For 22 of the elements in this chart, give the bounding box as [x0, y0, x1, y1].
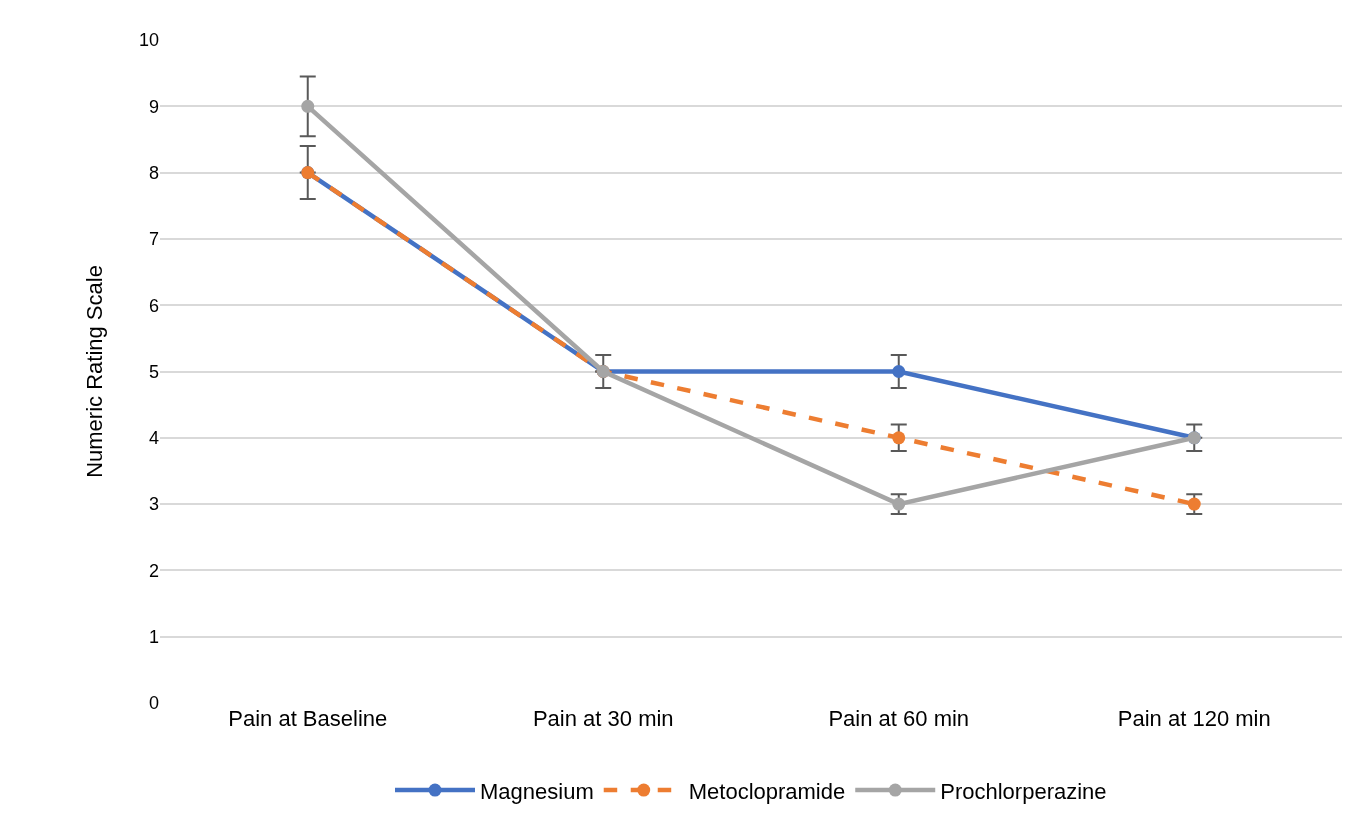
y-tick-label: 1 [148, 627, 159, 647]
legend-label: Prochlorperazine [940, 778, 1107, 804]
y-tick-label: 5 [148, 361, 159, 382]
y-tick-label: 8 [148, 162, 159, 183]
y-tick-label: 10 [138, 30, 159, 51]
legend-label: Metoclopramide [688, 778, 846, 804]
x-tick-label: Pain at Baseline [228, 706, 388, 731]
y-tick-label: 2 [148, 560, 159, 581]
y-tick-label: 6 [148, 295, 159, 316]
y-tick-label: 0 [148, 693, 159, 714]
point [892, 365, 906, 378]
point [301, 99, 315, 113]
x-tick-label: Pain at 30 min [532, 706, 674, 731]
point [892, 431, 906, 445]
y-tick-label: 9 [148, 96, 159, 117]
y-tick-label: 4 [148, 428, 159, 449]
y-tick-label: 7 [148, 229, 159, 250]
y-axis-title: Numeric Rating Scale [81, 265, 107, 478]
x-tick-label: Pain at 60 min [828, 706, 970, 731]
x-tick-label: Pain at 120 min [1117, 706, 1271, 731]
legend-label: Magnesium [480, 778, 594, 804]
y-tick-label: 3 [148, 494, 159, 515]
